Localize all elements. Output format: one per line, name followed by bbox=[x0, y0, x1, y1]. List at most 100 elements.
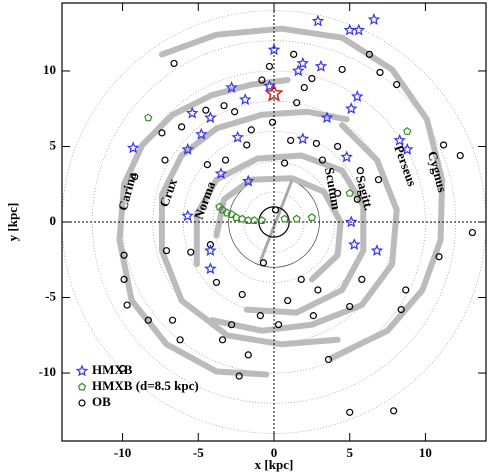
ob-marker bbox=[468, 228, 476, 237]
y-tick-label: 5 bbox=[50, 137, 57, 152]
hmxb-marker bbox=[181, 209, 194, 222]
x-tick-label: 10 bbox=[419, 445, 432, 460]
ob-marker bbox=[256, 312, 264, 320]
hmxb-marker bbox=[204, 244, 217, 256]
hmxb-marker bbox=[348, 238, 361, 250]
x-tick-label: -10 bbox=[114, 445, 131, 460]
ob-marker bbox=[281, 159, 289, 167]
ob-marker bbox=[284, 296, 292, 305]
sun-marker bbox=[264, 83, 284, 102]
ob-marker bbox=[238, 290, 246, 299]
hmxb-marker bbox=[401, 142, 414, 155]
hmxb-marker bbox=[393, 133, 406, 146]
hmxb-marker bbox=[352, 23, 366, 36]
hmxb-marker bbox=[370, 244, 384, 256]
hmxb-fixed-marker bbox=[345, 188, 354, 197]
hmxb-marker bbox=[345, 102, 358, 115]
hmxb-marker bbox=[340, 150, 353, 163]
ob-marker bbox=[221, 156, 230, 164]
ob-marker bbox=[235, 372, 243, 380]
ob-marker bbox=[274, 321, 283, 329]
ob-marker bbox=[168, 316, 177, 324]
spiral-arm bbox=[116, 77, 291, 378]
ob-marker bbox=[308, 74, 316, 83]
ob-marker bbox=[158, 129, 166, 137]
ob-marker bbox=[356, 167, 364, 175]
hmxb-marker bbox=[214, 167, 228, 179]
ob-marker bbox=[290, 50, 298, 58]
hmxb-marker bbox=[296, 132, 309, 145]
y-tick-label: 10 bbox=[43, 62, 56, 77]
ob-marker bbox=[397, 306, 405, 314]
ob-marker bbox=[338, 65, 346, 74]
ob-marker bbox=[244, 351, 252, 359]
x-tick-label: 5 bbox=[346, 445, 353, 460]
ob-marker bbox=[435, 253, 443, 261]
hmxb-marker bbox=[195, 127, 208, 140]
ob-marker bbox=[314, 286, 322, 294]
ob-marker bbox=[259, 259, 267, 267]
ob-marker bbox=[120, 275, 128, 283]
hmxb-marker bbox=[75, 364, 89, 377]
ob-marker bbox=[440, 141, 448, 149]
ob-marker bbox=[346, 302, 354, 311]
hmxb-fixed-marker bbox=[231, 213, 241, 221]
x-axis-label: x [kpc] bbox=[255, 457, 294, 472]
hmxb-marker bbox=[186, 106, 199, 119]
legend-label: HMXB (d=8.5 kpc) bbox=[92, 378, 199, 393]
hmxb-marker bbox=[292, 64, 305, 77]
hmxb-marker bbox=[311, 14, 325, 27]
hmxb-fixed-marker bbox=[218, 205, 227, 214]
spiral-arm bbox=[213, 175, 344, 283]
ob-marker bbox=[346, 408, 354, 416]
ob-marker bbox=[212, 278, 221, 287]
hmxb-marker bbox=[225, 81, 238, 93]
arm-label: Crux bbox=[156, 176, 180, 209]
ob-marker bbox=[402, 286, 410, 294]
y-tick-label: 0 bbox=[50, 213, 57, 228]
x-tick-label: 0 bbox=[271, 445, 278, 460]
spiral-arm bbox=[158, 108, 350, 348]
arm-label: Perseus bbox=[391, 143, 420, 188]
hmxb-fixed-marker bbox=[280, 214, 289, 223]
ob-marker bbox=[271, 206, 280, 214]
hmxb-marker bbox=[126, 141, 140, 154]
y-tick-label: -10 bbox=[39, 364, 56, 379]
distance-circle bbox=[243, 191, 305, 253]
ob-marker bbox=[309, 312, 317, 320]
ob-marker bbox=[144, 316, 152, 324]
ob-marker bbox=[162, 247, 171, 255]
arm-label: Carina bbox=[115, 170, 140, 212]
ob-marker bbox=[334, 189, 342, 197]
ob-marker bbox=[203, 161, 211, 169]
x-tick-label: -5 bbox=[193, 445, 204, 460]
arm-label: Scutum bbox=[322, 166, 344, 211]
hmxb-fixed-marker bbox=[77, 382, 87, 391]
ob-marker bbox=[247, 126, 255, 134]
legend-label: HMXB bbox=[92, 362, 133, 377]
hmxb-fixed-marker bbox=[257, 216, 267, 224]
ob-marker bbox=[170, 59, 178, 68]
hmxb-fixed-marker bbox=[307, 213, 317, 221]
plot-area bbox=[62, 3, 486, 441]
spiral-arm bbox=[208, 122, 400, 334]
ob-marker bbox=[300, 83, 308, 92]
ob-marker bbox=[312, 139, 320, 148]
ob-marker bbox=[365, 50, 373, 58]
ob-marker bbox=[318, 156, 327, 164]
ob-marker bbox=[202, 106, 210, 114]
ob-marker bbox=[78, 399, 86, 407]
ob-marker bbox=[131, 173, 139, 181]
ob-marker bbox=[187, 248, 195, 256]
hmxb-marker bbox=[296, 56, 309, 69]
hmxb-marker bbox=[263, 79, 276, 92]
hmxb-marker bbox=[181, 142, 194, 155]
ob-marker bbox=[456, 151, 464, 160]
hmxb-fixed-marker bbox=[227, 210, 236, 218]
ob-marker bbox=[228, 321, 236, 329]
hmxb-fixed-marker bbox=[292, 214, 301, 223]
hmxb-marker bbox=[343, 23, 356, 36]
ob-marker bbox=[258, 76, 266, 84]
hmxb-fixed-marker bbox=[238, 214, 247, 223]
ob-marker bbox=[206, 241, 214, 249]
